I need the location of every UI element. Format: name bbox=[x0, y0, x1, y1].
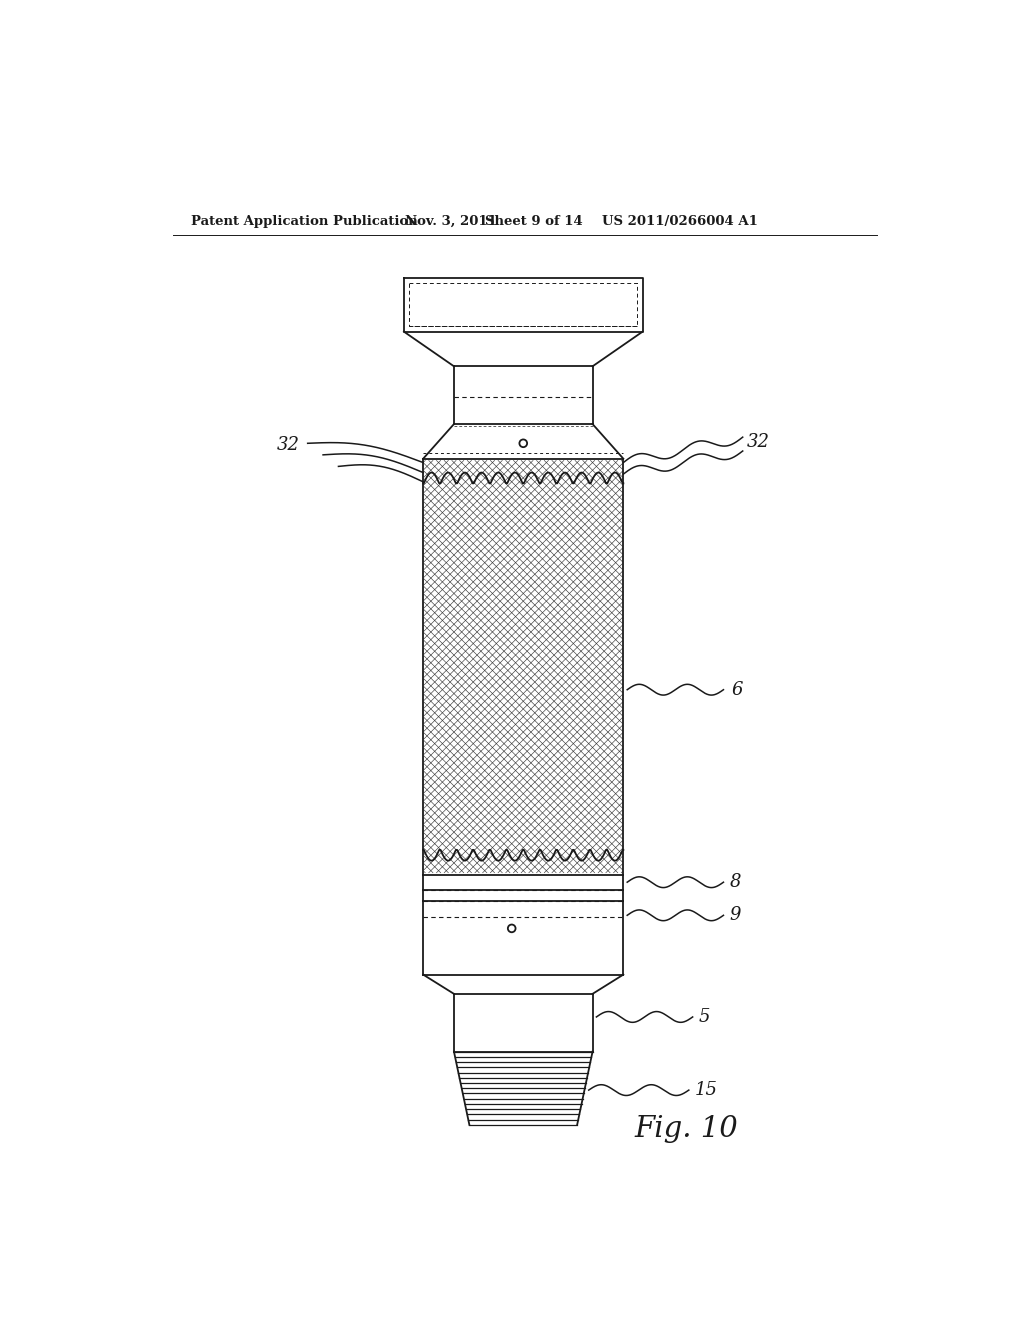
Text: 9: 9 bbox=[730, 907, 741, 924]
Text: 5: 5 bbox=[698, 1008, 711, 1026]
Text: 8: 8 bbox=[730, 874, 741, 891]
Text: 32: 32 bbox=[746, 433, 770, 450]
Text: US 2011/0266004 A1: US 2011/0266004 A1 bbox=[602, 215, 758, 228]
Text: Sheet 9 of 14: Sheet 9 of 14 bbox=[484, 215, 583, 228]
Text: 32: 32 bbox=[276, 436, 300, 454]
Text: Fig. 10: Fig. 10 bbox=[635, 1114, 738, 1143]
Text: 6: 6 bbox=[731, 681, 742, 698]
Text: Patent Application Publication: Patent Application Publication bbox=[190, 215, 418, 228]
Text: Nov. 3, 2011: Nov. 3, 2011 bbox=[404, 215, 497, 228]
Text: 15: 15 bbox=[695, 1081, 718, 1100]
